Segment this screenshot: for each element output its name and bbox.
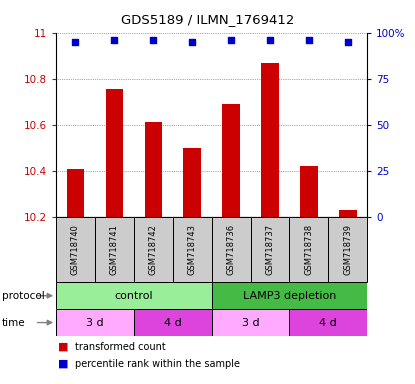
Bar [289, 217, 328, 282]
Text: GSM718739: GSM718739 [343, 224, 352, 275]
Text: GSM718742: GSM718742 [149, 224, 158, 275]
Bar [251, 217, 289, 282]
Text: ■: ■ [58, 342, 68, 352]
Text: transformed count: transformed count [75, 342, 166, 352]
Bar [134, 309, 212, 336]
Text: percentile rank within the sample: percentile rank within the sample [75, 359, 240, 369]
Text: GSM718737: GSM718737 [266, 224, 274, 275]
Text: GSM718743: GSM718743 [188, 224, 197, 275]
Text: 3 d: 3 d [86, 318, 104, 328]
Bar [134, 217, 173, 282]
Bar [339, 210, 356, 217]
Text: GSM718736: GSM718736 [227, 224, 236, 275]
Bar [300, 166, 317, 217]
Bar [95, 217, 134, 282]
Text: ■: ■ [58, 359, 68, 369]
Bar [106, 89, 123, 217]
Bar [212, 282, 367, 309]
Bar [212, 217, 251, 282]
Text: GDS5189 / ILMN_1769412: GDS5189 / ILMN_1769412 [121, 13, 294, 26]
Bar [290, 309, 367, 336]
Point [344, 39, 351, 45]
Point [72, 39, 79, 45]
Text: 4 d: 4 d [320, 318, 337, 328]
Bar [261, 63, 279, 217]
Bar [173, 217, 212, 282]
Text: GSM718738: GSM718738 [305, 224, 313, 275]
Bar [222, 104, 240, 217]
Text: LAMP3 depletion: LAMP3 depletion [243, 291, 336, 301]
Point [305, 37, 312, 43]
Bar [56, 282, 212, 309]
Bar [328, 217, 367, 282]
Point [150, 37, 156, 43]
Bar [144, 122, 162, 217]
Bar [56, 309, 134, 336]
Text: time: time [2, 318, 26, 328]
Text: control: control [115, 291, 153, 301]
Bar [183, 148, 201, 217]
Text: 4 d: 4 d [164, 318, 182, 328]
Text: protocol: protocol [2, 291, 45, 301]
Point [228, 37, 234, 43]
Text: GSM718741: GSM718741 [110, 224, 119, 275]
Bar [56, 217, 95, 282]
Point [267, 37, 273, 43]
Bar [212, 309, 289, 336]
Point [111, 37, 118, 43]
Point [189, 39, 195, 45]
Text: GSM718740: GSM718740 [71, 224, 80, 275]
Bar [67, 169, 84, 217]
Text: 3 d: 3 d [242, 318, 259, 328]
